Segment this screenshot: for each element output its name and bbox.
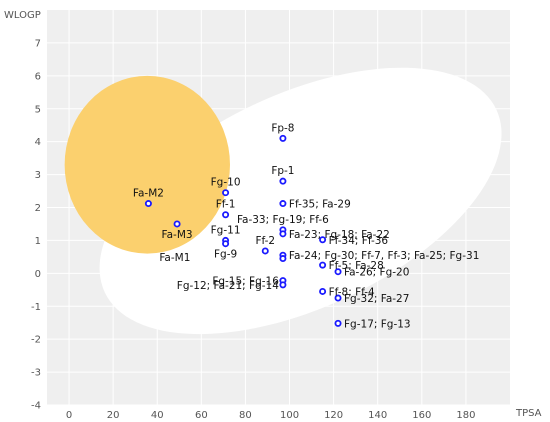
point-label: Fg-12; Fa-21; Fg-14 — [177, 280, 279, 292]
point-label: Fa-26; Fg-20 — [344, 267, 409, 279]
points-group — [144, 134, 342, 327]
point-label: Ff-5; Fa-28 — [329, 260, 384, 272]
point-label: Ff-1 — [216, 199, 236, 211]
point-label: Fg-17; Fg-13 — [344, 318, 411, 330]
y-tick-label: 5 — [35, 104, 41, 115]
x-axis-title: TPSA — [515, 408, 542, 419]
y-tick-label: 6 — [35, 71, 41, 82]
point-label: Fa-23; Fg-18; Fa-22 — [289, 229, 390, 241]
x-tick-label: 100 — [280, 410, 299, 421]
y-tick-label: 2 — [35, 203, 41, 214]
point-label: Fa-33; Fg-19; Ff-6 — [237, 214, 329, 226]
regions-group — [64, 67, 502, 335]
yolk-region — [64, 75, 230, 254]
x-tick-label: 80 — [239, 410, 252, 421]
point-label: Ff-8; Ff-4 — [329, 286, 375, 298]
point-label: Fg-11 — [211, 224, 241, 236]
data-point — [319, 261, 327, 269]
data-point — [279, 230, 287, 238]
y-axis-title: WLOGP — [4, 10, 41, 21]
axes-group: 0 20 40 60 80 100 120 140 160 180 -4 -3 -2 -1 0 1 2 3 4 5 6 7 — [31, 38, 475, 421]
data-point — [279, 200, 287, 208]
point-label: Fg-15; Fg-16 — [212, 276, 279, 288]
y-tick-label: -4 — [31, 401, 41, 412]
x-tick-label: 20 — [107, 410, 120, 421]
x-tick-label: 60 — [195, 410, 208, 421]
y-tick-label: -2 — [31, 335, 41, 346]
y-tick-label: 0 — [35, 269, 41, 280]
data-point — [222, 189, 230, 197]
y-tick-label: 1 — [35, 236, 41, 247]
data-point — [279, 134, 287, 142]
point-label: Ff-2 — [255, 235, 275, 247]
point-label: Fa-24; Fg-30; Ff-7, Ff-3; Fa-25; Fg-31 — [289, 250, 479, 262]
x-tick-label: 0 — [66, 410, 72, 421]
point-label: Fp-8 — [271, 122, 294, 134]
point-label: Ff-34; Ff-36 — [329, 235, 389, 247]
white-region — [99, 67, 502, 335]
annotation-label: Fa-M1 — [159, 252, 190, 264]
point-label: Ff-35; Fa-29 — [289, 199, 351, 211]
point-labels-group: Fa-M2 Fa-M3 Fg-10 Ff-1 Fg-11 Fg-9 Ff-2 Fp-8 Fp-1… — [133, 122, 479, 330]
y-tick-label: 4 — [35, 137, 41, 148]
data-point — [334, 294, 342, 302]
data-point — [222, 240, 230, 248]
x-tick-label: 40 — [151, 410, 164, 421]
y-tick-label: -1 — [31, 302, 41, 313]
data-point — [279, 177, 287, 185]
y-tick-label: 3 — [35, 170, 41, 181]
data-point — [319, 287, 327, 295]
data-point — [334, 268, 342, 276]
data-point — [279, 255, 287, 263]
x-tick-label: 140 — [368, 410, 387, 421]
y-tick-label: -3 — [31, 368, 41, 379]
x-tick-label: 160 — [412, 410, 431, 421]
point-label: Fg-10 — [211, 177, 241, 189]
point-label: Fg-32; Fa-27 — [344, 293, 409, 305]
point-label: Fg-9 — [214, 249, 237, 261]
x-tick-label: 180 — [456, 410, 475, 421]
data-point — [222, 211, 230, 219]
data-point — [319, 236, 327, 244]
data-point — [334, 319, 342, 327]
y-tick-label: 7 — [35, 38, 41, 49]
point-label: Fa-M2 — [133, 188, 164, 200]
x-tick-label: 120 — [324, 410, 343, 421]
data-point — [261, 247, 269, 255]
point-label: Fa-M3 — [162, 229, 193, 241]
data-point — [279, 281, 287, 289]
data-point — [173, 220, 181, 228]
point-label: Fp-1 — [271, 165, 294, 177]
data-point — [144, 200, 152, 208]
